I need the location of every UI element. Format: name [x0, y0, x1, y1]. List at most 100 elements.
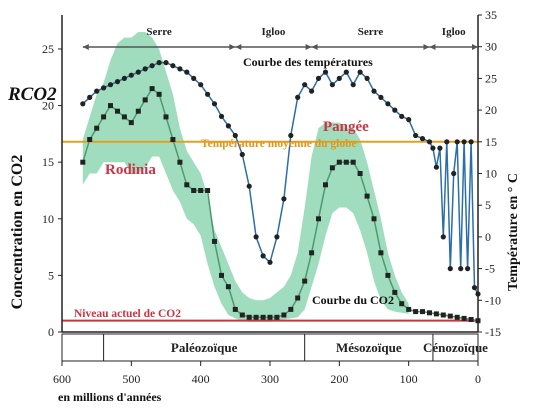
right-tick-label: 35	[485, 8, 497, 22]
temperature-point	[371, 88, 377, 94]
temperature-point	[107, 82, 114, 88]
co2-point	[468, 317, 474, 322]
pangee-label: Pangée	[323, 119, 369, 135]
temperature-point	[399, 113, 405, 119]
co2-point	[121, 114, 127, 120]
temperature-point	[315, 75, 322, 81]
temperature-point	[288, 132, 294, 139]
right-tick-label: 20	[485, 103, 497, 117]
co2-point	[205, 188, 211, 193]
temperature-curve-label: Courbe des températures	[243, 55, 373, 69]
left-tick-label: 10	[42, 212, 54, 226]
mean-temperature-label: Température moyenne du globe	[201, 138, 357, 150]
climate-period-label: Igloo	[262, 26, 286, 38]
co2-point	[427, 310, 432, 316]
co2-point	[177, 159, 183, 165]
co2-point	[413, 309, 419, 315]
temperature-point	[419, 136, 426, 142]
co2-point	[246, 314, 252, 320]
co2-uncertainty-band	[82, 32, 409, 322]
temperature-point	[295, 94, 301, 100]
x-tick-label: 500	[122, 372, 140, 386]
co2-point	[343, 159, 349, 165]
temperature-point	[302, 82, 308, 88]
era-label: Cénozoïque	[423, 340, 488, 355]
co2-point	[260, 314, 266, 320]
temperature-point	[433, 164, 439, 170]
co2-point	[357, 171, 363, 176]
x-tick-label: 400	[192, 372, 210, 386]
climate-arrow-left	[235, 44, 242, 50]
co2-point	[420, 309, 425, 315]
left-tick-label: 15	[42, 155, 54, 169]
rodinia-label: Rodinia	[105, 162, 156, 178]
co2-point	[198, 188, 204, 193]
temperature-point	[239, 151, 245, 158]
right-tick-label: 30	[485, 40, 497, 54]
temperature-point	[218, 113, 225, 119]
current-co2-label: Niveau actuel de CO2	[74, 308, 181, 320]
temperature-point	[426, 139, 433, 145]
temperature-point	[458, 266, 464, 272]
co2-point	[87, 137, 93, 142]
co2-point	[212, 238, 217, 244]
temperature-point	[177, 66, 183, 72]
co2-point	[385, 272, 391, 278]
temperature-point	[465, 266, 471, 272]
x-tick-label: 0	[475, 372, 481, 386]
co2-point	[142, 97, 148, 103]
co2-point	[454, 314, 460, 320]
x-tick-label: 200	[330, 372, 348, 386]
right-tick-label: 25	[485, 71, 497, 85]
climate-arrow-right	[423, 44, 430, 50]
temperature-point	[385, 101, 391, 107]
co2-point	[163, 114, 169, 120]
era-label: Mésozoïque	[336, 340, 402, 355]
co2-point	[156, 91, 162, 97]
co2-point	[94, 125, 100, 131]
temperature-point	[135, 69, 141, 75]
temperature-point	[142, 66, 148, 72]
temperature-point	[413, 132, 419, 139]
temperature-point	[246, 183, 252, 189]
co2-point	[239, 312, 245, 318]
temperature-point	[437, 145, 443, 151]
x-tick-label: 100	[400, 372, 418, 386]
co2-point	[350, 159, 356, 165]
co2-point	[461, 315, 467, 321]
temperature-point	[274, 234, 280, 240]
left-tick-label: 0	[48, 325, 54, 339]
temperature-point	[253, 234, 259, 240]
co2-point	[309, 250, 315, 256]
temperature-point	[80, 101, 86, 107]
co2-point	[219, 272, 224, 278]
temperature-point	[461, 139, 467, 145]
right-tick-label: -15	[485, 325, 501, 339]
co2-point	[295, 295, 301, 301]
temperature-point	[440, 234, 446, 240]
co2-point	[378, 250, 384, 256]
right-tick-label: 0	[485, 230, 491, 244]
temperature-point	[232, 132, 238, 139]
temperature-point	[343, 69, 349, 75]
temperature-point	[322, 69, 329, 75]
left-tick-label: 20	[42, 99, 54, 113]
temperature-point	[163, 60, 169, 66]
co2-point	[281, 312, 287, 318]
left-tick-label: 5	[48, 268, 54, 282]
temperature-point	[114, 79, 121, 85]
climate-arrow-right	[229, 44, 236, 50]
temperature-point	[191, 75, 197, 81]
temperature-point	[149, 63, 155, 69]
climate-period-label: Serre	[146, 26, 172, 38]
co2-curve-label: Courbe du CO2	[312, 293, 394, 307]
co2-point	[170, 137, 176, 142]
co2-point	[253, 314, 259, 320]
climate-arrow-left	[429, 44, 436, 50]
co2-point	[316, 216, 321, 222]
temperature-point	[309, 88, 315, 94]
co2-point	[149, 86, 155, 92]
right-axis-title: Température en ° C	[506, 173, 521, 291]
temperature-point	[211, 101, 218, 107]
